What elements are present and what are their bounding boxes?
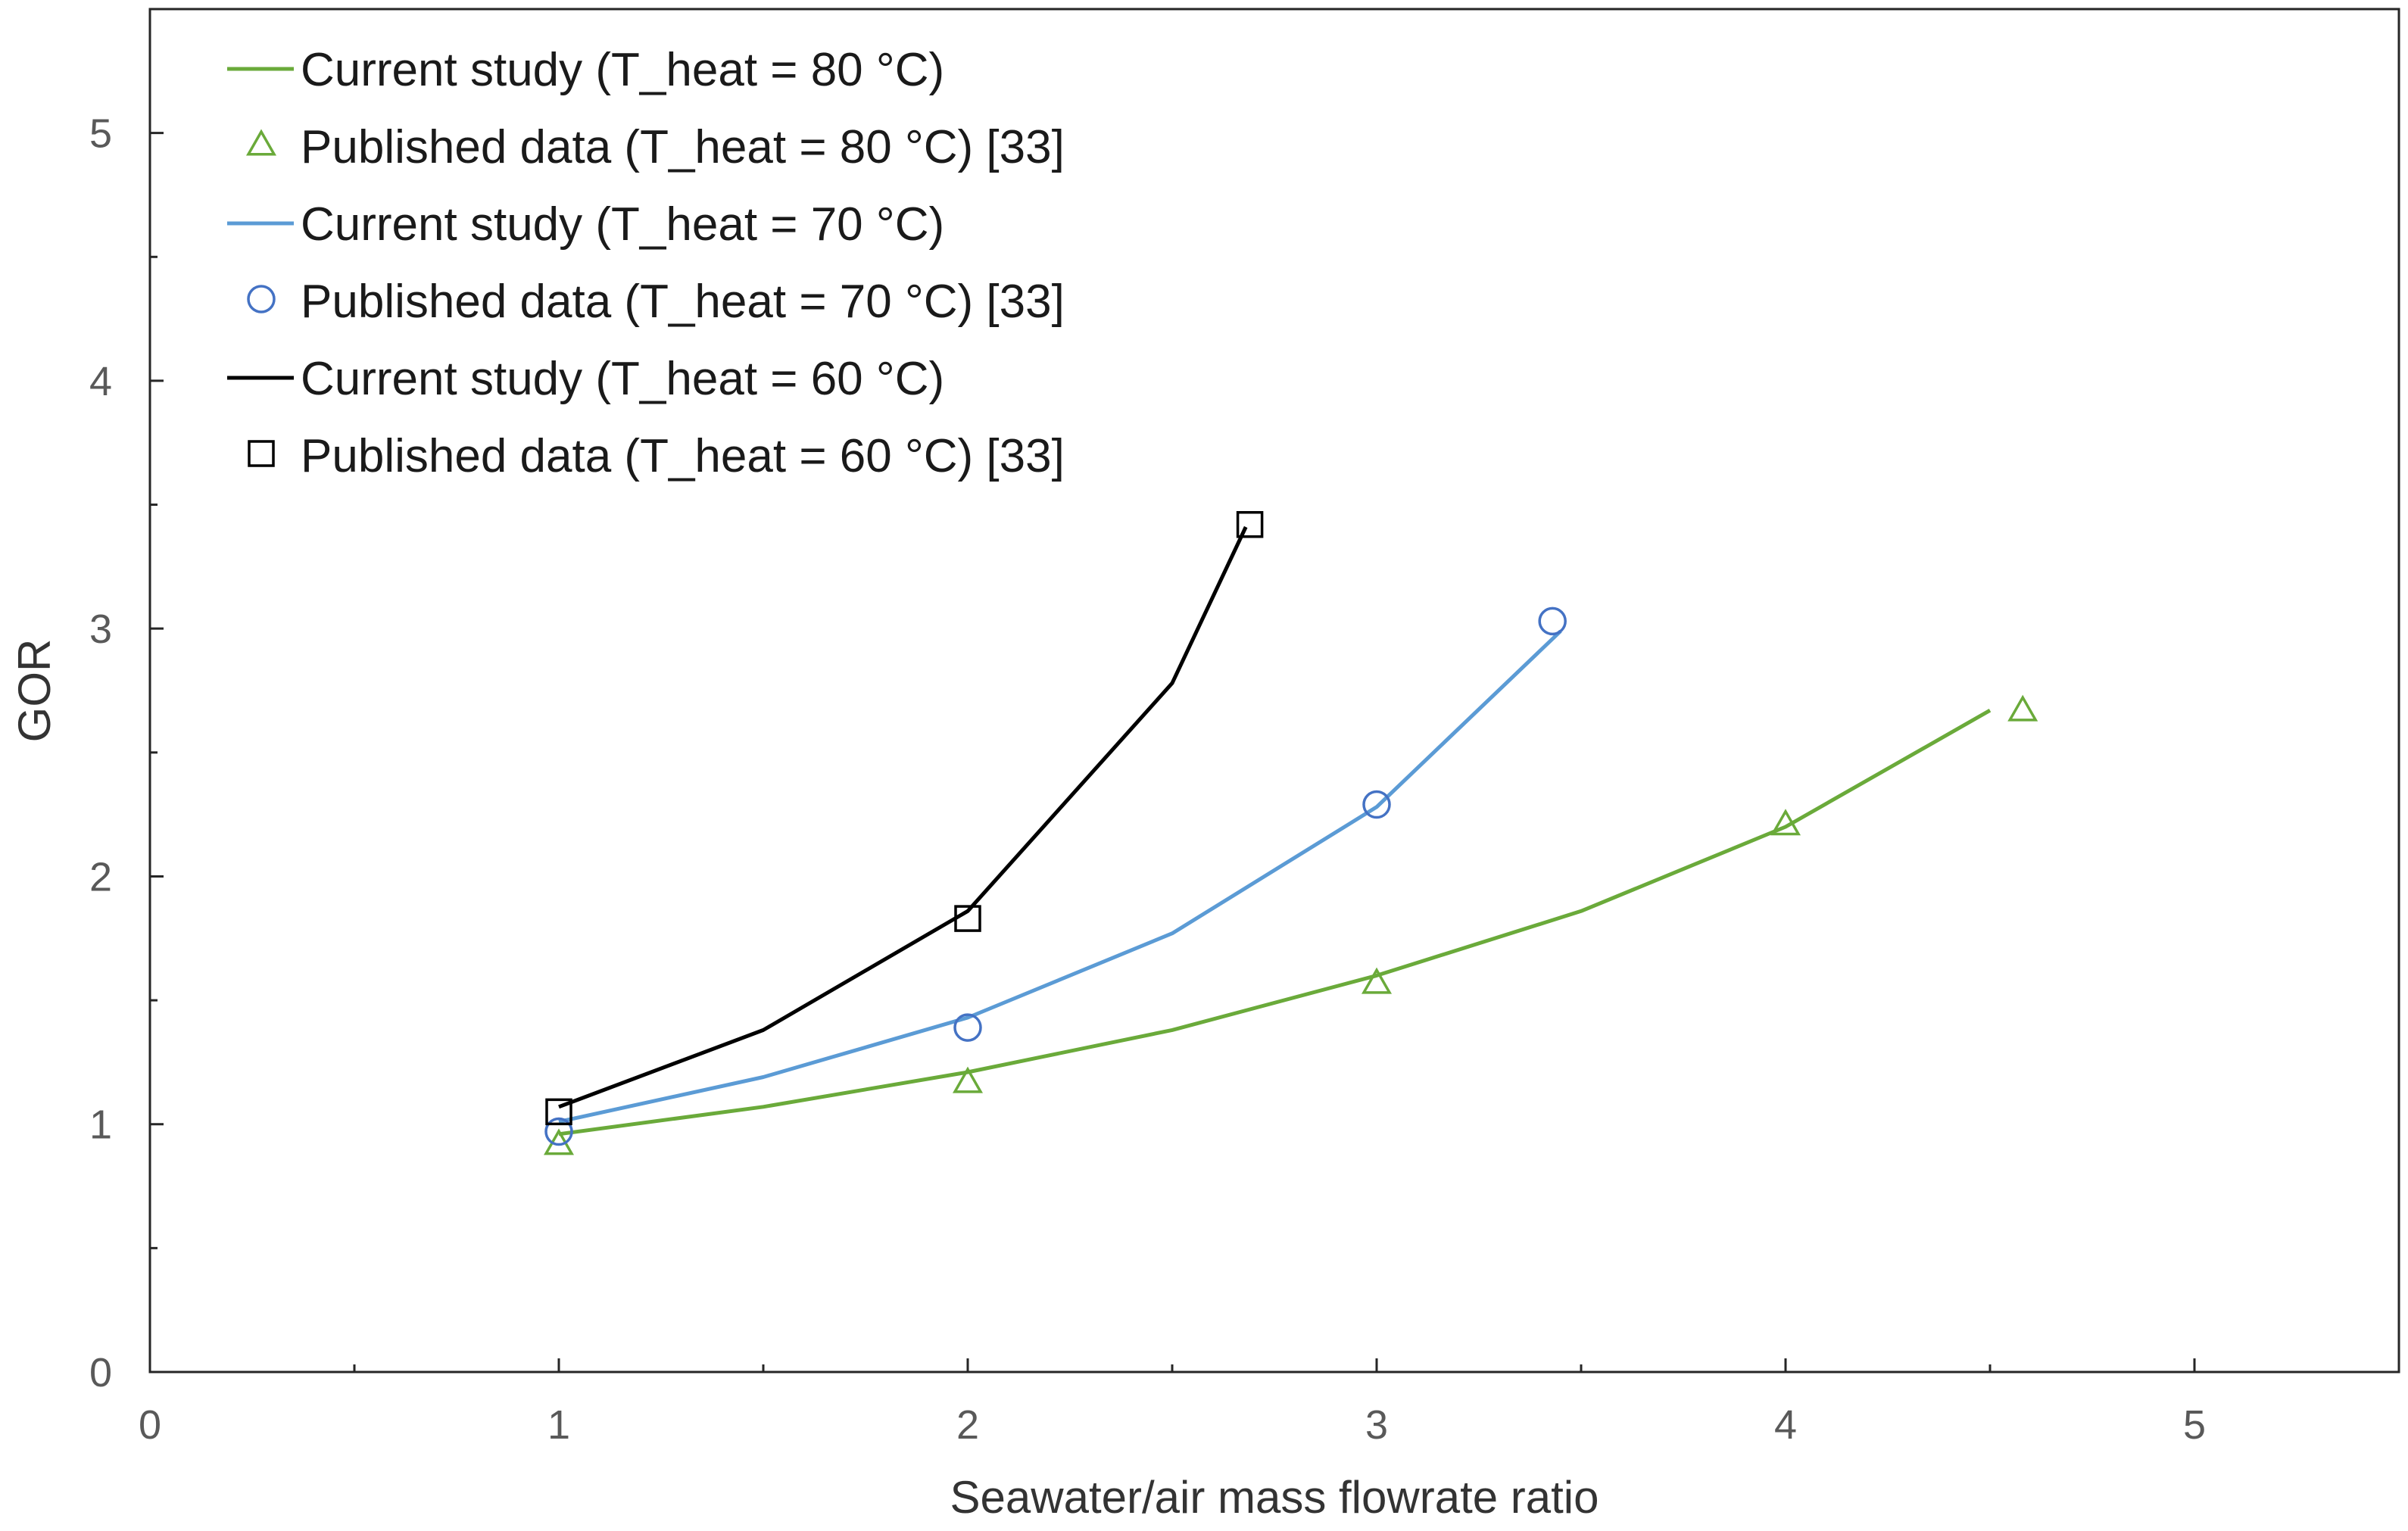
x-axis-title: Seawater/air mass flowrate ratio bbox=[950, 1472, 1599, 1523]
y-tick-label: 2 bbox=[89, 854, 112, 900]
data-point-triangle bbox=[1770, 809, 1801, 836]
legend: Current study (T_heat = 80 °C) Published … bbox=[227, 44, 1065, 482]
series-line bbox=[558, 709, 1992, 1137]
legend-item: Current study (T_heat = 80 °C) bbox=[227, 44, 944, 96]
x-tick-label: 4 bbox=[1774, 1402, 1797, 1448]
series-0 bbox=[558, 709, 1992, 1137]
data-point-circle bbox=[544, 1117, 573, 1146]
legend-item: Current study (T_heat = 70 °C) bbox=[227, 198, 944, 251]
y-tick-label: 0 bbox=[89, 1350, 112, 1395]
y-tick-label: 4 bbox=[89, 359, 112, 404]
legend-label: Current study (T_heat = 60 °C) bbox=[301, 353, 944, 405]
plot-area-frame bbox=[148, 8, 2400, 1374]
y-tick-label: 1 bbox=[89, 1102, 112, 1148]
legend-item: Published data (T_heat = 80 °C) [33] bbox=[245, 121, 1065, 173]
data-point-circle bbox=[1538, 606, 1567, 636]
data-point-circle bbox=[1362, 790, 1391, 819]
legend-label: Published data (T_heat = 80 °C) [33] bbox=[301, 121, 1065, 173]
data-point-triangle bbox=[1361, 967, 1393, 994]
series-3 bbox=[544, 606, 1567, 1146]
series-1 bbox=[543, 694, 2038, 1155]
data-point-square bbox=[954, 905, 981, 932]
legend-item: Current study (T_heat = 60 °C) bbox=[227, 353, 944, 405]
legend-label: Published data (T_heat = 70 °C) [33] bbox=[301, 276, 1065, 328]
series-2 bbox=[558, 629, 1562, 1124]
y-tick-label: 5 bbox=[89, 111, 112, 157]
x-tick-label: 5 bbox=[2183, 1402, 2206, 1448]
legend-label: Current study (T_heat = 70 °C) bbox=[301, 198, 944, 251]
legend-item: Published data (T_heat = 70 °C) [33] bbox=[247, 276, 1065, 328]
data-point-triangle bbox=[952, 1066, 984, 1093]
legend-label: Current study (T_heat = 80 °C) bbox=[301, 44, 944, 96]
y-axis-title: GOR bbox=[9, 639, 60, 743]
series-line bbox=[558, 629, 1562, 1124]
data-point-square bbox=[545, 1098, 572, 1126]
series-4 bbox=[558, 525, 1248, 1109]
legend-item: Published data (T_heat = 60 °C) [33] bbox=[248, 430, 1065, 482]
data-series bbox=[543, 510, 2038, 1155]
data-point-circle bbox=[953, 1013, 982, 1042]
legend-marker-triangle bbox=[245, 129, 277, 156]
x-tick-label: 1 bbox=[547, 1402, 570, 1448]
x-tick-label: 0 bbox=[139, 1402, 161, 1448]
data-point-square bbox=[1236, 510, 1264, 538]
x-tick-label: 3 bbox=[1365, 1402, 1388, 1448]
legend-marker-square bbox=[248, 440, 275, 467]
data-point-triangle bbox=[2007, 694, 2038, 722]
legend-label: Published data (T_heat = 60 °C) [33] bbox=[301, 430, 1065, 482]
legend-marker-circle bbox=[247, 285, 276, 313]
y-tick-label: 3 bbox=[89, 606, 112, 652]
series-line bbox=[558, 525, 1248, 1109]
axis-ticks: 0 1 2 3 4 5 0 1 2 3 4 5 bbox=[89, 111, 2206, 1448]
series-5 bbox=[545, 510, 1264, 1126]
x-tick-label: 2 bbox=[956, 1402, 979, 1448]
